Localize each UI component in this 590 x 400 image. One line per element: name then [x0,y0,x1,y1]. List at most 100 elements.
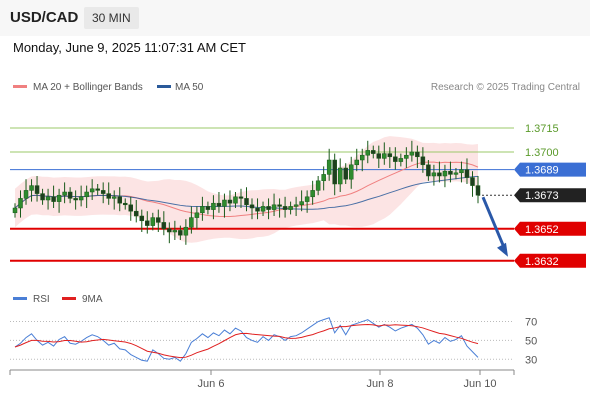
price-tag-1.3652: 1.3652 [514,221,586,236]
x-tick-label: Jun 10 [463,378,496,390]
candle-body [371,150,376,154]
candle-body [426,164,431,177]
forecast-arrow-head [497,242,508,257]
candle-body [448,170,453,175]
rsi-tick-label: 30 [525,354,537,366]
candle-body [293,204,299,207]
candle-body [266,206,271,210]
candle-body [117,196,122,204]
candle [18,190,23,218]
candle [95,184,100,196]
candle [448,161,453,183]
price-tag-label: 1.3700 [525,147,559,159]
candle [453,168,459,180]
candle [183,219,189,245]
candle [51,185,56,208]
candle [475,176,481,204]
candle-body [420,156,426,166]
candle [161,211,167,236]
candle [442,164,448,188]
candle-body [106,193,111,199]
candle [244,187,249,212]
candle [12,203,18,218]
candle-body [122,202,128,206]
candle-body [67,191,73,199]
timeframe-button[interactable]: 30 MIN [84,7,139,29]
candle-body [18,198,23,209]
candle [459,161,464,183]
candle-body [84,191,89,198]
candle [45,188,51,210]
credit-label: Research © 2025 Trading Central [431,82,580,93]
candle-body [288,206,293,210]
candle-body [51,196,56,202]
candle [106,182,111,205]
candle-body [277,204,282,207]
candle [387,147,393,168]
rsi-legend: RSI 9MA [13,294,103,305]
candle [376,145,382,168]
candle [56,188,62,213]
candle [150,212,156,231]
candle [420,147,426,173]
candle-body [183,226,189,236]
candle [360,148,365,172]
candle [277,198,282,218]
candle-body [464,169,470,178]
candle [134,200,139,223]
candle [249,198,255,220]
candle [40,188,45,205]
9ma-legend-label: 9MA [82,294,103,305]
candle-body [321,174,326,182]
candle [205,201,211,215]
candle-body [156,217,161,223]
candle-body [194,212,200,218]
candle [222,193,227,218]
candle-body [398,158,404,162]
candle [365,140,371,164]
candle-body [475,185,481,196]
rsi-tick-label: 70 [525,317,537,329]
candle-body [442,170,448,177]
price-tag-label: 1.3673 [525,190,559,202]
candle-body [304,196,310,202]
candle-body [387,153,393,158]
candle-body [360,154,365,161]
candle [227,190,233,212]
ma50-legend-label: MA 50 [175,82,204,93]
candle-body [34,185,40,194]
chart-header: USD/CAD 30 MIN [0,0,590,36]
forecast-arrow-shaft [481,196,507,251]
x-axis: Jun 6 Jun 8 Jun 10 [9,369,515,390]
candle-body [431,172,437,177]
candle-body [354,159,359,166]
candle-body [282,206,288,210]
candle [398,153,404,167]
candle [145,211,150,234]
candle [299,190,304,212]
candle-body [73,198,78,201]
candle-body [233,196,238,204]
candle [156,209,161,232]
candle-body [40,193,45,201]
price-tag-box [514,221,586,236]
candle-body [95,188,100,191]
candle [178,225,183,240]
candle-body [222,199,227,207]
candle [409,140,415,162]
candle [128,196,133,221]
candle [89,179,95,200]
candle [404,147,409,168]
rsi-line [14,317,479,362]
x-tick-label: Jun 6 [198,378,225,390]
candle-body [315,180,321,191]
candle [332,153,337,196]
candle [310,180,315,205]
candle [326,148,332,181]
candle-body [23,190,29,199]
candles [12,140,481,245]
symbol-label: USD/CAD [10,9,79,26]
candle-body [139,215,145,222]
candle [67,187,73,204]
